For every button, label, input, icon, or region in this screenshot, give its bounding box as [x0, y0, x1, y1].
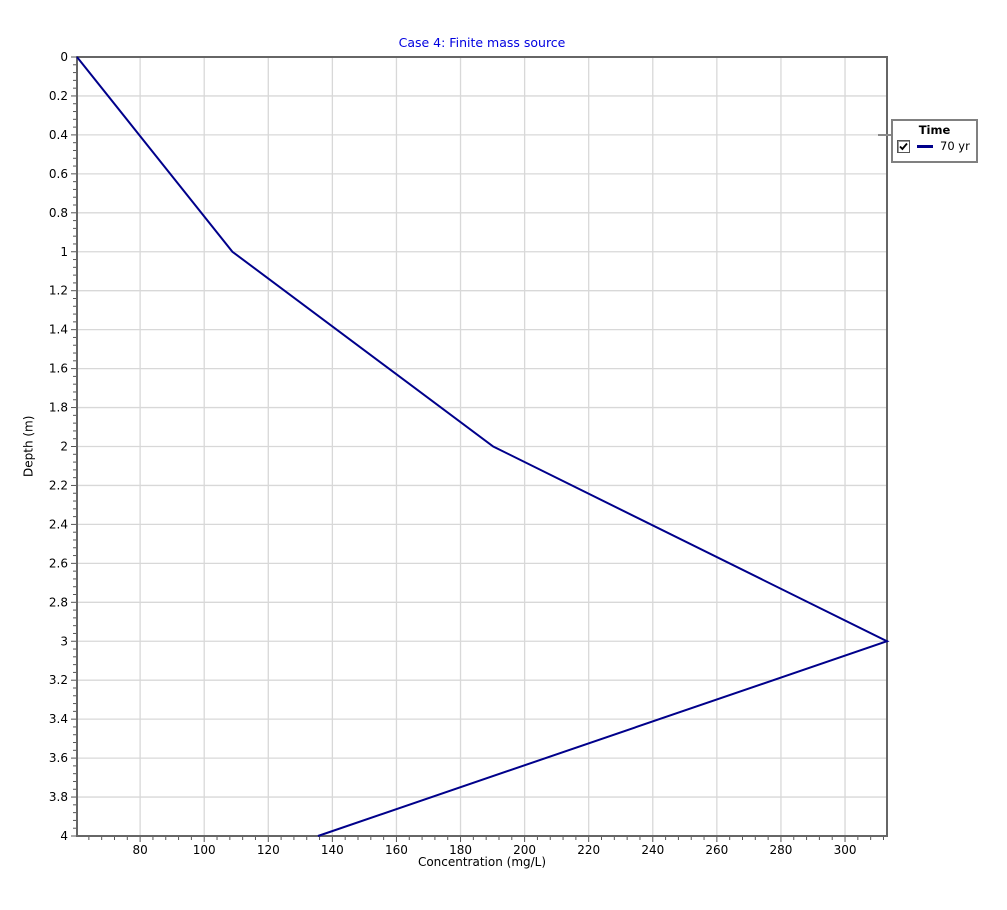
y-tick-label: 3.4	[49, 712, 68, 726]
x-axis-label: Concentration (mg/L)	[417, 855, 547, 869]
y-tick-label: 2.4	[49, 517, 68, 531]
x-tick-label: 120	[257, 843, 280, 857]
x-tick-label: 280	[769, 843, 792, 857]
y-tick-label: 4	[60, 829, 68, 843]
y-tick-label: 0.2	[49, 89, 68, 103]
y-tick-label: 2	[60, 440, 68, 454]
y-tick-label: 3	[60, 634, 68, 648]
x-tick-label: 140	[321, 843, 344, 857]
y-tick-label: 1.2	[49, 284, 68, 298]
legend-item-label: 70 yr	[940, 139, 970, 153]
checkmark-icon	[899, 142, 908, 151]
y-tick-label: 0.4	[49, 128, 68, 142]
legend-box: Time 70 yr	[891, 119, 978, 163]
y-tick-label: 0.6	[49, 167, 68, 181]
y-tick-label: 2.2	[49, 478, 68, 492]
y-tick-label: 1	[60, 245, 68, 259]
x-tick-label: 300	[834, 843, 857, 857]
legend-line-sample	[917, 145, 933, 148]
y-tick-label: 2.6	[49, 556, 68, 570]
y-tick-label: 3.8	[49, 790, 68, 804]
plot-frame	[76, 56, 888, 837]
x-tick-label: 80	[132, 843, 147, 857]
x-tick-label: 100	[193, 843, 216, 857]
series-line-70-yr	[76, 56, 890, 837]
legend-checkbox[interactable]	[897, 140, 910, 153]
x-tick-label: 240	[641, 843, 664, 857]
x-tick-label: 200	[513, 843, 536, 857]
y-axis-label: Depth (m)	[21, 415, 36, 478]
y-tick-label: 0.8	[49, 206, 68, 220]
y-tick-label: 1.4	[49, 323, 68, 337]
y-tick-label: 3.6	[49, 751, 68, 765]
y-tick-label: 1.8	[49, 401, 68, 415]
x-tick-label: 220	[577, 843, 600, 857]
legend-title: Time	[918, 123, 951, 137]
x-tick-label: 180	[449, 843, 472, 857]
y-tick-label: 2.8	[49, 595, 68, 609]
legend-connector	[878, 134, 892, 136]
y-tick-label: 1.6	[49, 362, 68, 376]
y-tick-label: 3.2	[49, 673, 68, 687]
x-tick-label: 160	[385, 843, 408, 857]
legend-item-70yr[interactable]: 70 yr	[897, 140, 972, 153]
y-tick-label: 0	[60, 50, 68, 64]
chart-title: Case 4: Finite mass source	[398, 35, 566, 50]
x-tick-label: 260	[705, 843, 728, 857]
